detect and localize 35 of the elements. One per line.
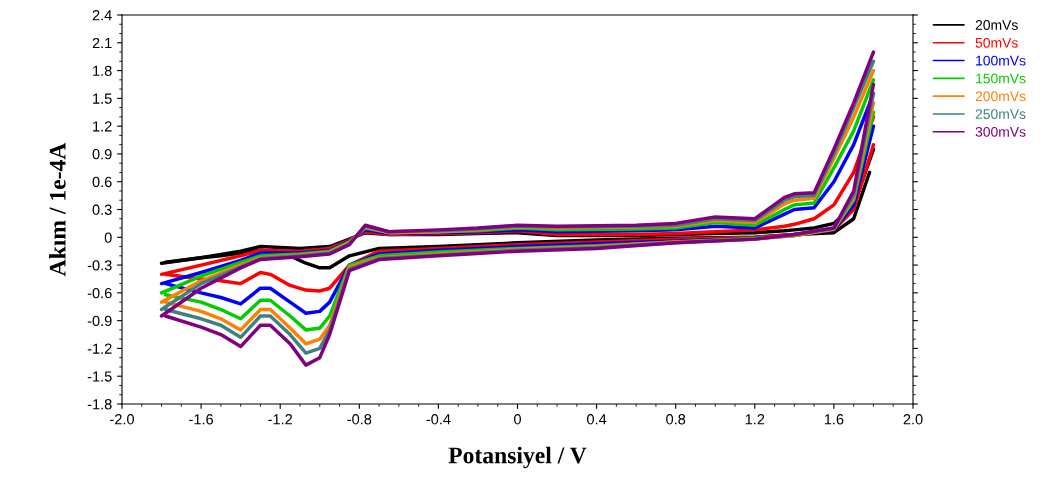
y-tick-label: -0.9 bbox=[87, 315, 112, 327]
y-axis-title: Akım / 1e-4A bbox=[49, 142, 66, 277]
x-tick-label: -0.8 bbox=[347, 414, 372, 425]
legend-label: 300mVs bbox=[975, 126, 1026, 137]
y-tick-label: 1.5 bbox=[93, 93, 112, 104]
x-tick-label: 0 bbox=[514, 414, 521, 425]
y-tick-label: 0.3 bbox=[92, 204, 112, 215]
y-tick-label: 2.1 bbox=[92, 37, 112, 49]
legend-label: 200mVs bbox=[975, 91, 1026, 102]
y-tick-label: 0 bbox=[104, 232, 112, 243]
legend-label: 100mVs bbox=[976, 55, 1026, 66]
legend-label: 50mVs bbox=[975, 37, 1018, 48]
x-tick-label: -2.0 bbox=[110, 414, 134, 425]
x-tick-label: 1.2 bbox=[745, 414, 765, 425]
y-tick-label: 1.2 bbox=[93, 121, 112, 132]
y-tick-label: 1.8 bbox=[93, 65, 112, 76]
x-tick-label: -1.2 bbox=[268, 414, 293, 425]
x-tick-label: 0.4 bbox=[587, 414, 607, 425]
x-tick-label: 2.0 bbox=[903, 414, 923, 425]
legend-label: 150mVs bbox=[976, 73, 1026, 84]
legend-label: 250mVs bbox=[975, 109, 1026, 119]
y-tick-label: -1.5 bbox=[87, 371, 112, 382]
x-tick-label: 1.6 bbox=[824, 414, 844, 425]
y-tick-label: 0.6 bbox=[92, 176, 112, 188]
x-tick-label: -1.6 bbox=[189, 414, 214, 425]
y-tick-label: 0.9 bbox=[92, 149, 112, 160]
x-tick-label: -0.4 bbox=[426, 414, 451, 425]
y-tick-label: -0.3 bbox=[87, 260, 112, 271]
y-tick-label: 2.4 bbox=[92, 10, 112, 21]
x-axis-title: Potansiyel / V bbox=[448, 446, 587, 469]
x-tick-label: 0.8 bbox=[666, 414, 686, 425]
legend-label: 20mVs bbox=[975, 20, 1018, 30]
y-tick-label: -0.6 bbox=[87, 287, 112, 299]
y-tick-label: -1.2 bbox=[87, 343, 112, 354]
y-tick-label: -1.8 bbox=[87, 399, 112, 410]
